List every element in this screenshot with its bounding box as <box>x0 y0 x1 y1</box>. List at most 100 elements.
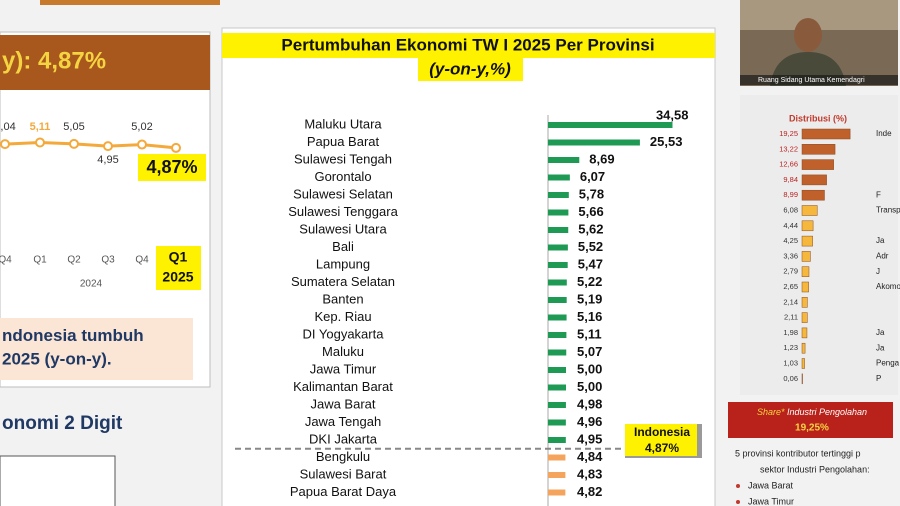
share-box <box>728 402 893 438</box>
value-label: 4,98 <box>577 396 602 411</box>
statement: ndonesia tumbuh <box>2 326 144 345</box>
category-label: Transpo <box>876 206 900 215</box>
bar <box>801 251 811 262</box>
category-label: Ja <box>876 236 885 245</box>
bar <box>548 227 569 233</box>
value-label: 2,79 <box>783 267 798 276</box>
bar <box>801 159 834 170</box>
statement-bg <box>0 318 193 380</box>
reference-label: Indonesia <box>634 425 690 439</box>
bar <box>548 314 567 321</box>
bar <box>548 349 567 356</box>
x-tick-year: 2025 <box>162 269 193 285</box>
value-label: 4,95 <box>577 431 602 446</box>
bar <box>548 122 673 128</box>
value-label: 5,19 <box>577 291 602 306</box>
value-label: 6,08 <box>783 205 798 214</box>
bar <box>548 279 567 286</box>
value-label: 4,96 <box>577 414 602 429</box>
x-tick-label: Q1 <box>33 255 47 266</box>
category-label: Maluku Utara <box>304 116 382 131</box>
value-label: 4,82 <box>577 484 602 499</box>
value-label: 4,44 <box>783 221 798 230</box>
category-label: Banten <box>322 291 363 306</box>
share-value: 19,25% <box>795 423 829 434</box>
video-caption: Ruang Sidang Utama Kemendagri <box>758 77 865 84</box>
line-point <box>69 138 79 149</box>
video-person-head <box>794 18 822 52</box>
value-label: 2,65 <box>783 282 798 291</box>
line-point <box>0 139 10 150</box>
category-label: DI Yogyakarta <box>303 326 385 341</box>
category-label: Bengkulu <box>316 449 370 464</box>
bullet-text: Jawa Timur <box>748 496 794 506</box>
value-label: 1,23 <box>783 343 798 352</box>
bar <box>548 454 566 461</box>
category-label: Adr <box>876 252 889 261</box>
value-label: 6,07 <box>580 169 605 184</box>
year-highlight <box>156 246 201 290</box>
value-label: 34,58 <box>656 107 689 122</box>
chart-title: Pertumbuhan Ekonomi TW I 2025 Per Provin… <box>281 35 654 54</box>
category-label: Jawa Barat <box>310 396 375 411</box>
line-point <box>171 142 181 153</box>
x-group-label: 2024 <box>80 279 103 290</box>
value-label: 25,53 <box>650 134 683 149</box>
category-label: Papua Barat Daya <box>290 484 397 499</box>
bar <box>548 419 566 426</box>
bar <box>548 297 567 303</box>
value-label: 4,25 <box>783 236 798 245</box>
category-label: Sulawesi Tengah <box>294 151 392 166</box>
value-label: 5,66 <box>578 204 603 219</box>
category-label: Sulawesi Selatan <box>293 186 393 201</box>
line-point <box>137 139 147 150</box>
value-label: 4,84 <box>577 449 603 464</box>
category-label: Gorontalo <box>314 169 371 184</box>
category-label: J <box>876 267 880 276</box>
bullet-dot <box>736 500 740 504</box>
value-label: 4,87% <box>146 157 197 177</box>
category-label: Maluku <box>322 344 364 359</box>
bar <box>548 367 566 373</box>
value-label: 0,06 <box>783 374 798 383</box>
share-prefix: Share* <box>757 407 785 417</box>
bar <box>548 139 640 146</box>
bar <box>801 312 808 323</box>
line-point <box>35 137 45 148</box>
chart-subtitle: (y-on-y,%) <box>429 59 511 78</box>
x-tick-label: Q4 <box>0 255 12 266</box>
bar <box>548 157 580 163</box>
bar <box>801 358 805 369</box>
note-line2: sektor Industri Pengolahan: <box>760 464 870 474</box>
category-label: Inde <box>876 129 892 138</box>
category-label: Kep. Riau <box>314 309 371 324</box>
value-label: 5,11 <box>30 121 51 133</box>
value-label: 5,47 <box>578 256 603 271</box>
category-label: Sulawesi Utara <box>299 221 387 236</box>
bar <box>801 297 808 308</box>
value-label: 5,04 <box>0 121 16 133</box>
bar <box>548 489 566 496</box>
distribusi-title: Distribusi (%) <box>789 113 847 123</box>
line-point <box>103 141 113 152</box>
bar <box>801 174 827 186</box>
category-label: Sulawesi Barat <box>300 466 387 481</box>
value-label: 5,52 <box>578 239 603 254</box>
category-label: Papua Barat <box>307 134 380 149</box>
subtitle-bg <box>418 57 523 81</box>
bar <box>801 144 836 155</box>
value-label: 8,99 <box>783 190 798 199</box>
bar <box>548 262 568 268</box>
bar <box>548 209 569 216</box>
x-tick-label: Q3 <box>101 255 115 266</box>
line-series <box>4 140 177 150</box>
value-label: 12,66 <box>779 160 798 169</box>
right-card <box>740 95 898 395</box>
category-label: F <box>876 190 881 199</box>
value-label: 4,95 <box>97 154 118 166</box>
category-label: Bali <box>332 239 354 254</box>
x-tick-label: Q2 <box>67 255 81 266</box>
x-tick-label: Q1 <box>169 249 188 265</box>
category-label: Kalimantan Barat <box>293 379 393 394</box>
